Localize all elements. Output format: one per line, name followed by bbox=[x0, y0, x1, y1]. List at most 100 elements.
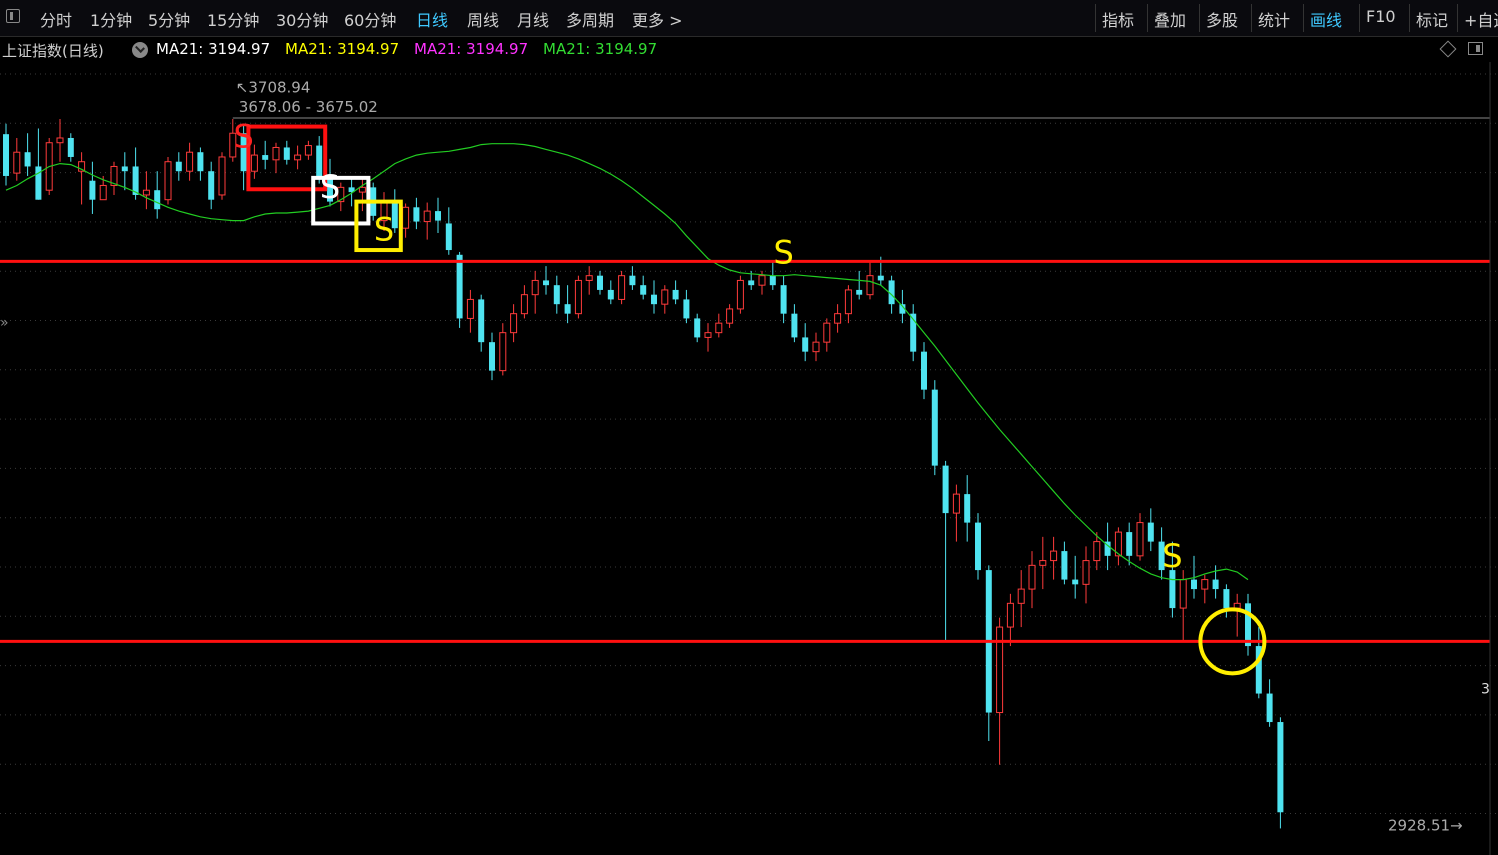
candle-body-up bbox=[1006, 602, 1014, 628]
period-tab[interactable]: 周线 bbox=[467, 11, 500, 30]
candle-body-down bbox=[175, 161, 182, 172]
candle-body-up bbox=[358, 186, 366, 193]
tool-button[interactable]: 多股 bbox=[1206, 11, 1239, 30]
tool-button[interactable]: 指标 bbox=[1102, 11, 1135, 30]
candle-body-down bbox=[791, 313, 798, 338]
candle-body-down bbox=[489, 342, 495, 371]
candle-body-down bbox=[413, 207, 420, 222]
candle-body-up bbox=[294, 154, 302, 161]
tool-button[interactable]: 标记 bbox=[1416, 11, 1449, 30]
candle-body-up bbox=[618, 275, 626, 300]
candle-body-down bbox=[154, 190, 161, 210]
ma21-magenta-label: MA21: 3194.97 bbox=[414, 40, 529, 58]
period-tab[interactable]: 多周期 bbox=[566, 11, 615, 30]
period-tab[interactable]: 分时 bbox=[40, 11, 73, 30]
candle-body-up bbox=[736, 279, 744, 310]
diamond-icon[interactable] bbox=[1439, 40, 1457, 58]
candle-body-down bbox=[35, 166, 42, 200]
candle-body-down bbox=[89, 180, 96, 200]
candle-body-down bbox=[564, 304, 571, 314]
candle-body-down bbox=[802, 337, 809, 352]
candle-body-down bbox=[208, 171, 215, 200]
candle-body-up bbox=[142, 189, 150, 196]
candle-body-up bbox=[466, 298, 474, 319]
period-tab[interactable]: 15分钟 bbox=[207, 11, 260, 30]
index-name: 上证指数(日线) bbox=[2, 42, 104, 60]
tool-button[interactable]: F10 bbox=[1366, 7, 1396, 26]
toggle-panel-icon[interactable] bbox=[6, 9, 20, 23]
tool-button[interactable]: +自选 bbox=[1464, 11, 1498, 30]
candle-body-up bbox=[1201, 579, 1209, 590]
candle-body-up bbox=[823, 322, 831, 343]
tool-button[interactable]: 画线 bbox=[1310, 11, 1343, 30]
candle-body-up bbox=[272, 146, 280, 161]
candle-body-down bbox=[262, 155, 269, 160]
indicator-infobar: 上证指数(日线) MA21: 3194.97 MA21: 3194.97 MA2… bbox=[0, 37, 1498, 61]
candle-body-down bbox=[931, 389, 938, 466]
period-tab[interactable]: 日线 bbox=[416, 11, 449, 30]
candle-body-down bbox=[607, 289, 614, 300]
candle-body-down bbox=[921, 351, 927, 390]
candle-body-down bbox=[769, 275, 776, 286]
sidebar-panel-icon[interactable] bbox=[1468, 42, 1483, 55]
sell-signal-label: S bbox=[320, 168, 340, 206]
candle-body-down bbox=[1147, 522, 1154, 542]
candle-body-down bbox=[67, 137, 74, 157]
candle-body-up bbox=[844, 289, 852, 315]
candle-body-down bbox=[121, 166, 128, 172]
candle-body-down bbox=[694, 318, 701, 338]
candle-body-down bbox=[877, 275, 884, 281]
tool-button[interactable]: 叠加 bbox=[1154, 11, 1187, 30]
check-eye-icon[interactable] bbox=[132, 42, 148, 58]
highlight-box bbox=[354, 199, 403, 253]
double-chevron-right-icon[interactable]: » bbox=[0, 315, 9, 331]
candle-body-down bbox=[683, 299, 690, 319]
period-tab[interactable]: 5分钟 bbox=[148, 11, 191, 30]
candle-body-up bbox=[402, 206, 410, 229]
period-tab[interactable]: 60分钟 bbox=[344, 11, 397, 30]
candle-body-up bbox=[726, 308, 734, 324]
period-tab[interactable]: 1分钟 bbox=[90, 11, 133, 30]
period-tab[interactable]: 30分钟 bbox=[276, 11, 329, 30]
candle-body-down bbox=[748, 280, 755, 286]
toolbar-divider bbox=[1303, 4, 1304, 32]
candle-body-up bbox=[1136, 522, 1144, 557]
candle-body-up bbox=[952, 493, 960, 514]
low-price-label: 2928.51→ bbox=[1388, 816, 1463, 834]
candle-body-down bbox=[1266, 693, 1273, 723]
candle-body-up bbox=[715, 322, 723, 334]
candle-body-down bbox=[1277, 722, 1284, 813]
toolbar: 分时 1分钟 5分钟 15分钟 30分钟 60分钟 日线 周线 月线 多周期 更多 > 指标 叠加 多股… bbox=[0, 0, 1498, 37]
candle-body-down bbox=[629, 275, 636, 286]
candle-body-down bbox=[240, 133, 247, 172]
range-label: 3678.06 - 3675.02 bbox=[239, 98, 378, 116]
candle-body-down bbox=[964, 494, 971, 523]
sell-signal-label: S bbox=[1162, 537, 1182, 575]
candle-body-up bbox=[1017, 588, 1025, 604]
candle-body-up bbox=[110, 165, 118, 186]
ma21-green-label: MA21: 3194.97 bbox=[543, 40, 658, 58]
tool-button[interactable]: 统计 bbox=[1258, 11, 1291, 30]
candle-body-up bbox=[1093, 541, 1101, 562]
candle-body-down bbox=[856, 289, 863, 295]
period-tab[interactable]: 更多 > bbox=[632, 11, 683, 30]
candle-body-up bbox=[1082, 560, 1090, 585]
candle-body-down bbox=[597, 275, 603, 290]
candle-body-up bbox=[1050, 550, 1058, 562]
right-edge-label: 3 bbox=[1481, 682, 1490, 698]
candle-body-down bbox=[3, 134, 9, 176]
candle-body-down bbox=[1223, 589, 1230, 609]
candle-body-down bbox=[780, 285, 787, 314]
candle-body-up bbox=[1028, 564, 1036, 590]
candle-body-down bbox=[1126, 532, 1133, 556]
candle-body-down bbox=[456, 254, 463, 319]
candle-body-up bbox=[1179, 579, 1187, 609]
period-tab[interactable]: 月线 bbox=[517, 11, 550, 30]
ma21-white-label: MA21: 3194.97 bbox=[156, 40, 271, 58]
candle-body-down bbox=[672, 289, 679, 300]
candle-body-down bbox=[391, 202, 398, 229]
candle-body-down bbox=[1072, 579, 1079, 585]
candle-body-up bbox=[1039, 560, 1047, 566]
candle-body-down bbox=[348, 187, 355, 193]
